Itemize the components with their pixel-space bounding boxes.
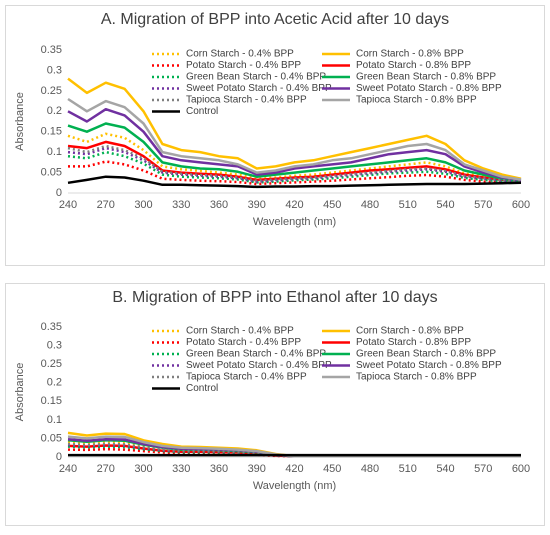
x-axis-title: Wavelength (nm) — [253, 480, 336, 492]
chart-frame — [5, 283, 545, 526]
y-axis-title: Absorbance — [14, 92, 26, 151]
legend-label: Sweet Potato Starch - 0.4% BPP — [186, 83, 332, 94]
legend-label: Sweet Potato Starch - 0.8% BPP — [356, 83, 502, 94]
y-tick-label: 0.15 — [41, 126, 62, 138]
x-tick-label: 450 — [323, 199, 341, 211]
series-line — [67, 122, 522, 182]
y-tick-label: 0 — [56, 451, 62, 463]
x-tick-label: 510 — [399, 199, 417, 211]
x-tick-label: 570 — [474, 463, 492, 475]
y-tick-label: 0.1 — [47, 414, 62, 426]
series-line — [68, 160, 522, 186]
legend-label: Potato Starch - 0.4% BPP — [186, 337, 301, 348]
legend-label: Green Bean Starch - 0.4% BPP — [186, 349, 326, 360]
series-line — [67, 175, 522, 189]
legend-label: Control — [186, 106, 218, 117]
x-tick-label: 270 — [97, 199, 115, 211]
x-tick-label: 600 — [512, 463, 530, 475]
y-tick-label: 0.1 — [47, 146, 62, 158]
legend-label: Sweet Potato Starch - 0.4% BPP — [186, 360, 332, 371]
legend-label: Corn Starch - 0.8% BPP — [356, 326, 464, 337]
y-tick-label: 0.3 — [47, 64, 62, 76]
legend-label: Potato Starch - 0.8% BPP — [356, 60, 471, 71]
x-tick-label: 360 — [210, 199, 228, 211]
y-tick-label: 0.25 — [41, 85, 62, 97]
x-tick-label: 570 — [474, 199, 492, 211]
legend-label: Tapioca Starch - 0.8% BPP — [356, 95, 477, 106]
x-tick-label: 600 — [512, 199, 530, 211]
legend-label: Sweet Potato Starch - 0.8% BPP — [356, 360, 502, 371]
legend-label: Potato Starch - 0.8% BPP — [356, 337, 471, 348]
y-tick-label: 0.35 — [41, 321, 62, 333]
x-tick-label: 330 — [172, 463, 190, 475]
series-line — [67, 77, 522, 180]
series-line — [67, 442, 521, 458]
x-tick-label: 360 — [210, 463, 228, 475]
series-line — [67, 144, 522, 183]
x-tick-label: 270 — [97, 463, 115, 475]
series-line — [67, 140, 522, 182]
legend-label: Tapioca Starch - 0.4% BPP — [186, 95, 307, 106]
chart-title: B. Migration of BPP into Ethanol after 1… — [112, 289, 437, 306]
legend-label: Tapioca Starch - 0.4% BPP — [186, 372, 307, 383]
legend-label: Corn Starch - 0.4% BPP — [186, 326, 294, 337]
y-tick-label: 0.2 — [47, 105, 62, 117]
x-tick-label: 240 — [59, 199, 77, 211]
y-tick-label: 0.2 — [47, 377, 62, 389]
x-axis-title: Wavelength (nm) — [253, 216, 336, 228]
x-tick-label: 390 — [248, 199, 266, 211]
y-tick-label: 0.05 — [41, 166, 62, 178]
legend-label: Corn Starch - 0.4% BPP — [186, 49, 294, 60]
legend-label: Tapioca Starch - 0.8% BPP — [356, 372, 477, 383]
x-tick-label: 450 — [323, 463, 341, 475]
x-tick-label: 540 — [436, 199, 454, 211]
x-tick-label: 300 — [134, 199, 152, 211]
legend-label: Corn Starch - 0.8% BPP — [356, 49, 464, 60]
x-tick-label: 510 — [399, 463, 417, 475]
x-tick-label: 240 — [59, 463, 77, 475]
chart-frame — [5, 5, 545, 266]
series-line — [67, 97, 522, 181]
legend-label: Green Bean Starch - 0.8% BPP — [356, 72, 496, 83]
legend-label: Green Bean Starch - 0.4% BPP — [186, 72, 326, 83]
y-tick-label: 0.25 — [41, 358, 62, 370]
series-line — [67, 107, 522, 182]
x-tick-label: 420 — [285, 463, 303, 475]
series-line — [67, 132, 522, 182]
y-tick-label: 0.35 — [41, 44, 62, 56]
x-tick-label: 390 — [248, 463, 266, 475]
x-tick-label: 540 — [436, 463, 454, 475]
y-tick-label: 0.05 — [41, 432, 62, 444]
y-tick-label: 0.15 — [41, 395, 62, 407]
x-tick-label: 330 — [172, 199, 190, 211]
legend-label: Control — [186, 383, 218, 394]
x-tick-label: 480 — [361, 463, 379, 475]
x-tick-label: 480 — [361, 199, 379, 211]
x-tick-label: 420 — [285, 199, 303, 211]
y-axis-title: Absorbance — [14, 363, 26, 422]
y-tick-label: 0.3 — [47, 339, 62, 351]
legend-label: Potato Starch - 0.4% BPP — [186, 60, 301, 71]
legend-label: Green Bean Starch - 0.8% BPP — [356, 349, 496, 360]
x-tick-label: 300 — [134, 463, 152, 475]
chart-title: A. Migration of BPP into Acetic Acid aft… — [101, 11, 449, 28]
y-tick-label: 0 — [56, 187, 62, 199]
